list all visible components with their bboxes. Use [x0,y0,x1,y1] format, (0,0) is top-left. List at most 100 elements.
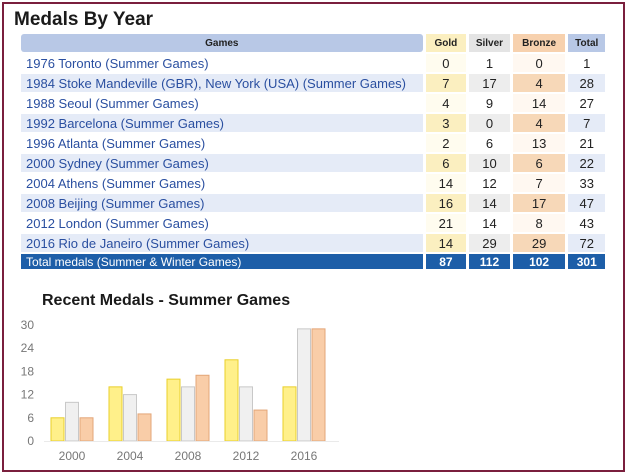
games-link[interactable]: 2004 Athens (Summer Games) [21,174,423,192]
y-tick-label: 18 [21,364,35,378]
cell-silver: 6 [469,134,510,152]
cell-total: 7 [568,114,605,132]
cell-gold: 2 [425,134,467,152]
y-tick-label: 30 [21,318,35,332]
total-bronze: 102 [512,254,566,269]
bronze-bar-2016[interactable] [311,328,326,442]
gold-bar-2008[interactable] [166,378,181,442]
cell-gold: 0 [425,54,467,72]
cell-bronze: 13 [512,134,566,152]
y-tick-label: 12 [21,388,35,402]
cell-total: 22 [568,154,605,172]
cell-total: 1 [568,54,605,72]
medals-table: Games Gold Silver Bronze Total 1976 Toro… [18,32,608,271]
cell-total: 43 [568,214,605,232]
cell-bronze: 0 [512,54,566,72]
gold-bar-2000[interactable] [50,417,65,442]
cell-silver: 0 [469,114,510,132]
section-title: Medals By Year [14,9,154,30]
cell-bronze: 6 [512,154,566,172]
cell-total: 28 [568,74,605,92]
header-silver[interactable]: Silver [469,34,510,52]
cell-total: 27 [568,94,605,112]
bronze-bar-2004[interactable] [137,413,152,442]
y-tick-label: 0 [27,434,34,448]
silver-bar-2008[interactable] [181,386,195,442]
cell-silver: 17 [469,74,510,92]
games-link[interactable]: 2016 Rio de Janeiro (Summer Games) [21,234,423,252]
silver-bar-2016[interactable] [297,328,311,442]
games-link[interactable]: 1992 Barcelona (Summer Games) [21,114,423,132]
cell-gold: 3 [425,114,467,132]
header-gold[interactable]: Gold [425,34,467,52]
y-tick-label: 6 [27,411,34,425]
cell-bronze: 4 [512,114,566,132]
total-label: Total medals (Summer & Winter Games) [21,254,423,269]
table-row: 1996 Atlanta (Summer Games) 2 6 13 21 [21,134,605,152]
table-row: 2004 Athens (Summer Games) 14 12 7 33 [21,174,605,192]
cell-bronze: 14 [512,94,566,112]
cell-gold: 4 [425,94,467,112]
cell-silver: 14 [469,214,510,232]
cell-total: 33 [568,174,605,192]
gold-bar-2012[interactable] [224,359,239,442]
total-silver: 112 [469,254,510,269]
silver-bar-2012[interactable] [239,386,253,442]
recent-medals-chart: 0 6 12 18 24 30 2000 2004 2008 2012 2016 [21,318,339,463]
cell-silver: 1 [469,54,510,72]
games-link[interactable]: 1996 Atlanta (Summer Games) [21,134,423,152]
table-header-row: Games Gold Silver Bronze Total [21,34,605,52]
gold-bar-2016[interactable] [282,386,297,442]
cell-gold: 16 [425,194,467,212]
table-row: 2016 Rio de Janeiro (Summer Games) 14 29 29… [21,234,605,252]
header-bronze[interactable]: Bronze [512,34,566,52]
games-link[interactable]: 1984 Stoke Mandeville (GBR), New York (U… [21,74,423,92]
cell-gold: 7 [425,74,467,92]
silver-bar-2000[interactable] [65,401,79,442]
x-tick-label: 2012 [233,449,260,463]
table-row: 1984 Stoke Mandeville (GBR), New York (U… [21,74,605,92]
bronze-bar-2000[interactable] [79,417,94,442]
x-tick-label: 2004 [117,449,144,463]
gold-bar-2004[interactable] [108,386,123,442]
table-row: 1992 Barcelona (Summer Games) 3 0 4 7 [21,114,605,132]
table-row: 2000 Sydney (Summer Games) 6 10 6 22 [21,154,605,172]
cell-gold: 21 [425,214,467,232]
x-tick-label: 2016 [291,449,318,463]
cell-total: 21 [568,134,605,152]
cell-gold: 6 [425,154,467,172]
games-link[interactable]: 2000 Sydney (Summer Games) [21,154,423,172]
cell-silver: 14 [469,194,510,212]
bronze-bar-2008[interactable] [195,374,210,442]
cell-total: 47 [568,194,605,212]
bronze-bar-2012[interactable] [253,409,268,442]
cell-bronze: 17 [512,194,566,212]
games-link[interactable]: 2012 London (Summer Games) [21,214,423,232]
table-row: 1976 Toronto (Summer Games) 0 1 0 1 [21,54,605,72]
cell-silver: 9 [469,94,510,112]
cell-gold: 14 [425,174,467,192]
x-tick-label: 2000 [59,449,86,463]
total-total: 301 [568,254,605,269]
cell-bronze: 29 [512,234,566,252]
cell-gold: 14 [425,234,467,252]
header-games[interactable]: Games [21,34,423,52]
cell-silver: 29 [469,234,510,252]
total-row: Total medals (Summer & Winter Games) 87 … [21,254,605,269]
table-row: 1988 Seoul (Summer Games) 4 9 14 27 [21,94,605,112]
games-link[interactable]: 1988 Seoul (Summer Games) [21,94,423,112]
cell-silver: 12 [469,174,510,192]
total-gold: 87 [425,254,467,269]
cell-silver: 10 [469,154,510,172]
cell-bronze: 4 [512,74,566,92]
silver-bar-2004[interactable] [123,394,137,442]
cell-bronze: 8 [512,214,566,232]
medal-rows: 1976 Toronto (Summer Games) 0 1 0 1 1984 Stok… [21,54,605,252]
header-total[interactable]: Total [568,34,605,52]
games-link[interactable]: 2008 Beijing (Summer Games) [21,194,423,212]
games-link[interactable]: 1976 Toronto (Summer Games) [21,54,423,72]
cell-bronze: 7 [512,174,566,192]
chart-title: Recent Medals - Summer Games [42,292,291,309]
x-tick-label: 2008 [175,449,202,463]
